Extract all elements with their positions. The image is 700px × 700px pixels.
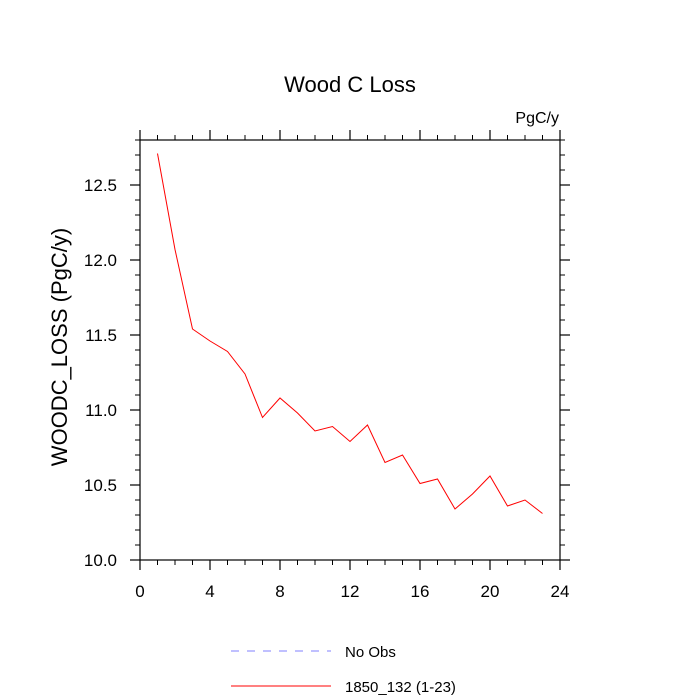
x-tick-label: 24 bbox=[551, 582, 570, 601]
x-tick-label: 0 bbox=[135, 582, 144, 601]
x-tick-label: 4 bbox=[205, 582, 214, 601]
plot-area: 0 4 8 12 16 20 24 10.0 10.5 11.0 11.5 12.0 12.5 bbox=[84, 130, 570, 601]
y-axis-label: WOODC_LOSS (PgC/y) bbox=[47, 228, 72, 466]
x-tick-label: 8 bbox=[275, 582, 284, 601]
units-label: PgC/y bbox=[515, 110, 559, 127]
series-line-1 bbox=[157, 153, 543, 514]
y-tick-label: 11.5 bbox=[85, 326, 117, 345]
y-tick-label: 11.0 bbox=[85, 401, 117, 420]
y-tick-label: 12.0 bbox=[84, 251, 117, 270]
x-tick-label: 20 bbox=[481, 582, 500, 601]
y-tick-label: 12.5 bbox=[84, 176, 117, 195]
y-tick-label: 10.5 bbox=[84, 476, 117, 495]
x-tick-label: 12 bbox=[341, 582, 360, 601]
x-tick-label: 16 bbox=[411, 582, 430, 601]
legend-label-no-obs: No Obs bbox=[345, 644, 396, 661]
y-tick-label: 10.0 bbox=[84, 551, 117, 570]
legend-label-1850-132: 1850_132 (1-23) bbox=[345, 679, 456, 696]
legend: No Obs 1850_132 (1-23) bbox=[231, 644, 456, 696]
plot-frame bbox=[139, 139, 561, 561]
chart-title: Wood C Loss bbox=[284, 72, 416, 97]
